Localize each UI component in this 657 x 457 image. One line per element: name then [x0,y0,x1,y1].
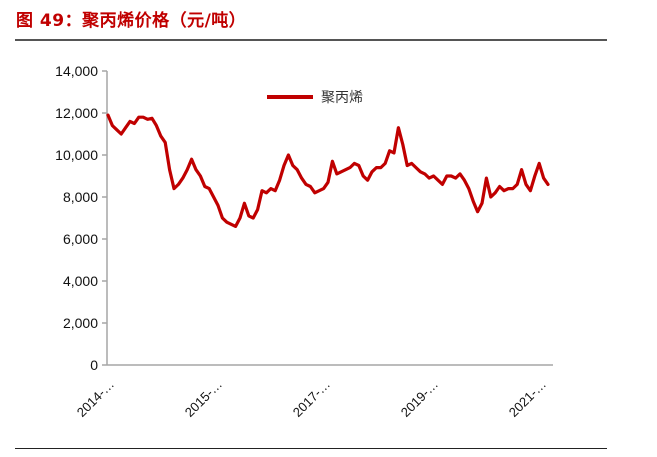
legend-label: 聚丙烯 [321,90,363,106]
bottom-divider [15,448,607,449]
x-tick-label: 2019-… [398,377,441,420]
x-tick-label: 2014-… [74,377,117,420]
y-axis: 0 2,000 4,000 6,000 8,000 10,000 12,000 14,000 [55,63,108,373]
y-tick-label: 12,000 [55,105,98,121]
y-tick-label: 0 [90,357,98,373]
x-tick-label: 2017-… [290,377,333,420]
series-layer [106,113,550,228]
y-tick-label: 4,000 [63,273,98,289]
top-divider [15,39,607,41]
y-tick-label: 2,000 [63,315,98,331]
y-tick-label: 6,000 [63,231,98,247]
x-tick-label: 2015-… [182,377,225,420]
y-tick-label: 10,000 [55,147,98,163]
legend: 聚丙烯 [267,90,363,106]
x-tick-label: 2021-… [506,377,549,420]
series-line-polypropylene [106,113,550,228]
y-tick-label: 8,000 [63,189,98,205]
x-axis: 2014-… 2015-… 2017-… 2019-… 2021-… [74,364,553,420]
chart-title: 图 49：聚丙烯价格（元/吨） [16,11,247,31]
y-tick-label: 14,000 [55,63,98,79]
